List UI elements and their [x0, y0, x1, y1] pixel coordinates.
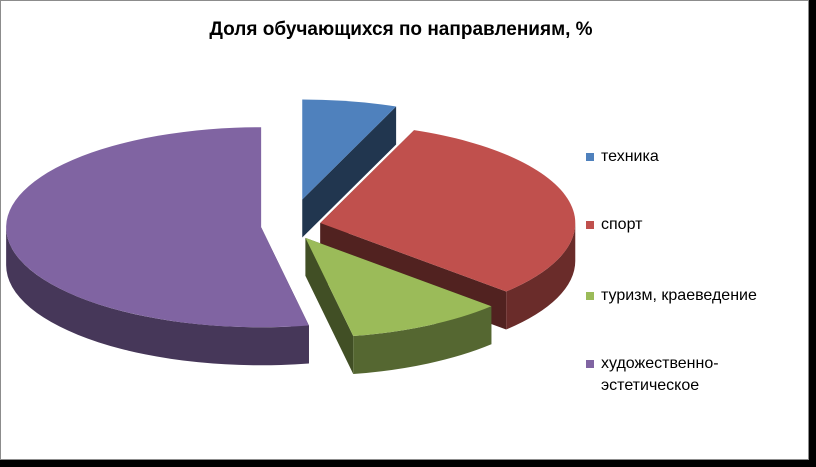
legend-entry-turizm: туризм, краеведение [586, 285, 806, 307]
legend-entry-sport: спорт [586, 214, 806, 236]
pie-slice-turizm [305, 237, 492, 375]
chart-area: Доля обучающихся по направлениям, % техн… [0, 0, 809, 460]
legend-entry-khudozhestvennoe: художественно-эстетическое [586, 353, 806, 397]
slice-outer-wall-sport-0 [506, 223, 576, 330]
legend-swatch-turizm [586, 292, 594, 300]
chart-title: Доля обучающихся по направлениям, % [209, 19, 593, 40]
slice-top-sport [320, 130, 576, 292]
legend-label-khudozhestvennoe: художественно-эстетическое [601, 355, 719, 394]
slice-top-khudozhestvennoe [6, 127, 309, 328]
slice-side-wall-tekhnika-1 [302, 106, 397, 238]
legend-swatch-tekhnika [586, 153, 594, 161]
legend-swatch-sport [586, 221, 594, 229]
pie-slice-khudozhestvennoe [6, 127, 309, 366]
pie-slice-tekhnika [302, 99, 397, 238]
slice-outer-wall-turizm-0 [353, 306, 492, 375]
legend-label-tekhnika: техника [601, 148, 659, 165]
pie-chart-plot [6, 99, 576, 375]
legend-swatch-khudozhestvennoe [586, 360, 594, 368]
slice-top-turizm [305, 237, 492, 337]
slice-side-wall-turizm-1 [305, 237, 354, 375]
legend-entry-tekhnika: техника [586, 146, 806, 168]
slice-outer-wall-khudozhestvennoe-0 [6, 227, 309, 366]
legend-label-sport: спорт [601, 216, 643, 233]
legend-label-turizm: туризм, краеведение [601, 287, 757, 304]
slice-top-tekhnika [302, 99, 397, 200]
